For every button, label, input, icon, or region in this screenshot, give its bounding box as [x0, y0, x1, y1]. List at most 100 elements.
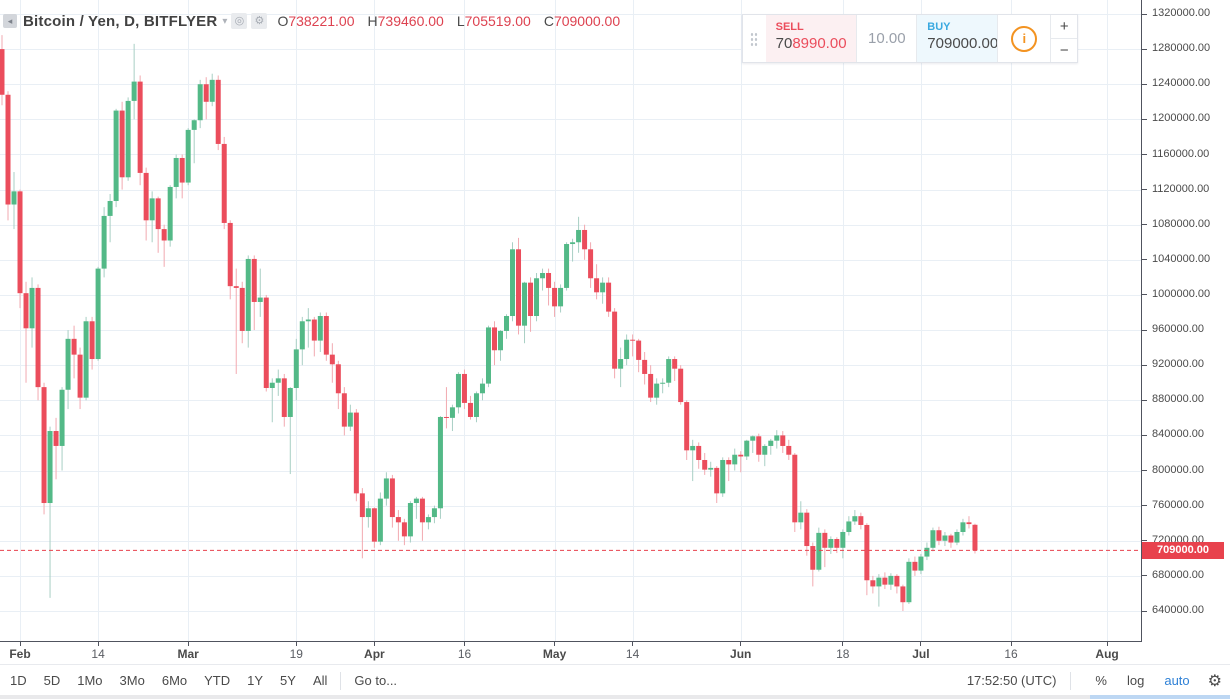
sell-label: SELL	[775, 21, 804, 33]
price-tick-label: 840000.00	[1152, 428, 1204, 441]
time-tick	[19, 642, 21, 646]
price-tick	[1142, 118, 1147, 120]
symbol-title[interactable]: Bitcoin / Yen, D, BITFLYER	[23, 12, 218, 30]
drag-handle-icon[interactable]	[743, 15, 766, 62]
chart-header: ◂ Bitcoin / Yen, D, BITFLYER ▾ ◎ ⚙ O7382…	[0, 8, 620, 34]
toolbar-right: 17:52:50 (UTC) % log auto ⚙	[967, 671, 1222, 691]
toolbar-divider	[1070, 671, 1072, 690]
bottom-toolbar: 1D 5D 1Mo 3Mo 6Mo YTD 1Y 5Y All Go to... 17:52:5…	[0, 664, 1230, 696]
price-tick	[1142, 399, 1147, 401]
quantity-increase-button[interactable]: +	[1051, 15, 1077, 39]
price-tick-label: 760000.00	[1152, 498, 1204, 511]
price-tick	[1142, 224, 1147, 226]
time-tick-label: 18	[836, 647, 850, 661]
time-tick	[373, 642, 375, 646]
time-tick-label: 14	[625, 647, 640, 661]
time-tick	[740, 642, 742, 646]
price-tick	[1142, 13, 1147, 15]
price-tick-label: 1160000.00	[1152, 147, 1210, 160]
goto-button[interactable]: Go to...	[354, 673, 398, 688]
time-tick	[842, 642, 844, 646]
sell-price: 708990.00	[775, 35, 847, 52]
time-tick-label: Jul	[912, 647, 930, 661]
range-5y-button[interactable]: 5Y	[280, 673, 296, 688]
price-tick	[1142, 575, 1147, 577]
time-axis[interactable]: Feb 14 Mar 19 Apr 16 May 14 Jun 18 Jul 16 Aug	[0, 642, 1141, 664]
range-3mo-button[interactable]: 3Mo	[119, 673, 145, 688]
percent-scale-button[interactable]: %	[1095, 673, 1107, 688]
info-section: i	[997, 15, 1050, 62]
candlestick-chart[interactable]	[0, 0, 1141, 642]
price-axis[interactable]: 1320000.00 1280000.00 1240000.00 1200000.00…	[1141, 0, 1230, 642]
price-tick-label: 880000.00	[1152, 393, 1204, 406]
range-1mo-button[interactable]: 1Mo	[77, 673, 103, 688]
time-tick-label: Apr	[364, 647, 385, 661]
time-tick-label: Feb	[9, 647, 31, 661]
price-tick-label: 1040000.00	[1152, 252, 1211, 265]
info-icon[interactable]: i	[1011, 25, 1038, 52]
price-tick	[1142, 329, 1147, 331]
price-tick	[1142, 189, 1147, 191]
buy-button[interactable]: BUY 709000.00	[917, 15, 998, 62]
chevron-down-icon[interactable]: ▾	[222, 15, 228, 27]
bottom-edge-strip	[0, 695, 1230, 699]
settings-gear-icon[interactable]: ⚙	[1207, 672, 1222, 690]
time-tick-label: 19	[289, 647, 303, 661]
quantity-field[interactable]: 10.00	[856, 15, 918, 62]
quantity-decrease-button[interactable]: −	[1059, 42, 1069, 59]
price-tick	[1142, 540, 1147, 542]
price-tick-label: 1120000.00	[1152, 182, 1210, 195]
time-tick	[632, 642, 634, 646]
price-tick	[1142, 48, 1147, 50]
price-tick	[1142, 154, 1147, 155]
settings-gear-icon[interactable]: ⚙	[251, 13, 268, 29]
price-tick	[1142, 294, 1147, 296]
range-6mo-button[interactable]: 6Mo	[161, 673, 188, 688]
time-tick-label: 16	[457, 647, 472, 661]
ohlc-readout: O738221.00 H739460.00 L705519.00 C709000…	[277, 13, 620, 29]
chart-plot-area[interactable]	[0, 0, 1141, 642]
price-tick	[1142, 470, 1147, 471]
time-tick	[464, 642, 465, 646]
compare-icon[interactable]: ◎	[231, 13, 248, 29]
range-1y-button[interactable]: 1Y	[247, 673, 264, 688]
time-tick-label: 14	[91, 647, 105, 661]
open-value: O738221.00	[277, 13, 355, 29]
price-tick-label: 1080000.00	[1152, 217, 1211, 230]
price-tick	[1142, 505, 1147, 507]
time-tick	[97, 642, 99, 646]
clock-display[interactable]: 17:52:50 (UTC)	[966, 673, 1057, 688]
time-tick	[187, 642, 189, 646]
price-tick	[1142, 259, 1147, 261]
price-tick-label: 800000.00	[1152, 463, 1204, 476]
range-5d-button[interactable]: 5D	[43, 673, 61, 688]
low-value: L705519.00	[456, 13, 531, 29]
range-ytd-button[interactable]: YTD	[204, 673, 231, 688]
collapse-panel-icon[interactable]: ◂	[3, 14, 17, 28]
range-1d-button[interactable]: 1D	[10, 673, 27, 688]
price-tick-label: 960000.00	[1152, 323, 1204, 336]
price-tick-label: 1000000.00	[1152, 287, 1211, 300]
range-buttons: 1D 5D 1Mo 3Mo 6Mo YTD 1Y 5Y All	[10, 673, 327, 688]
auto-scale-button[interactable]: auto	[1164, 673, 1190, 688]
time-tick	[920, 642, 922, 646]
range-all-button[interactable]: All	[312, 673, 328, 688]
time-tick	[1106, 642, 1108, 646]
time-tick-label: May	[542, 647, 567, 661]
price-tick-label: 640000.00	[1152, 604, 1204, 616]
close-value: C709000.00	[543, 13, 621, 29]
sell-button[interactable]: SELL 708990.00	[765, 15, 857, 62]
high-value: H739460.00	[367, 13, 444, 29]
log-scale-button[interactable]: log	[1126, 673, 1145, 688]
price-tick-label: 680000.00	[1152, 568, 1204, 581]
time-tick	[554, 642, 556, 646]
price-tick-label: 1280000.00	[1152, 42, 1211, 55]
time-tick-label: Mar	[177, 647, 199, 661]
price-tick	[1142, 610, 1147, 612]
price-tick-label: 920000.00	[1152, 358, 1204, 371]
time-tick-label: Aug	[1095, 647, 1119, 661]
time-tick	[1010, 642, 1012, 646]
time-tick-label: Jun	[730, 647, 752, 661]
current-price-label: 709000.00	[1142, 541, 1224, 559]
